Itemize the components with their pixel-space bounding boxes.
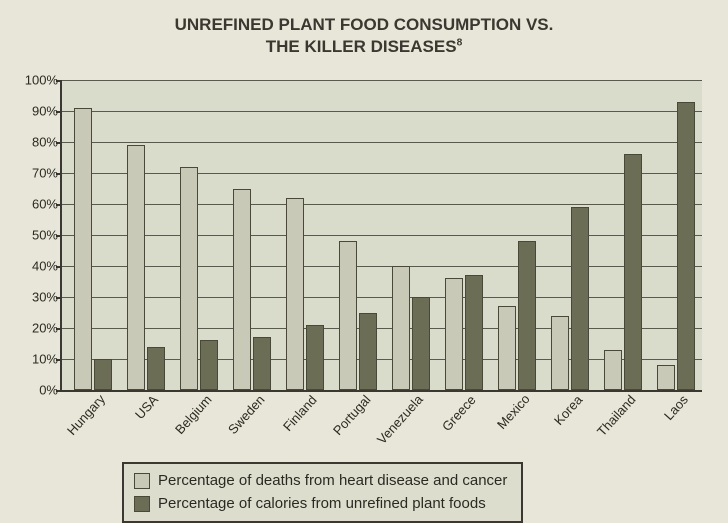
bar-group [180,167,218,390]
y-axis-label: 10% [32,352,62,367]
y-axis-label: 100% [25,73,62,88]
bar-deaths [286,198,304,390]
legend-item: Percentage of deaths from heart disease … [134,470,507,493]
bar-deaths [74,108,92,390]
legend-item: Percentage of calories from unrefined pl… [134,493,507,516]
bar-deaths [604,350,622,390]
y-axis-label: 80% [32,135,62,150]
chart-legend: Percentage of deaths from heart disease … [122,462,523,523]
title-footnote: 8 [457,37,463,48]
bar-group [445,275,483,390]
x-axis-label: Hungary [64,392,108,439]
legend-label: Percentage of deaths from heart disease … [158,470,507,493]
gridline [62,80,702,81]
y-axis-label: 70% [32,166,62,181]
legend-swatch [134,496,150,512]
gridline [62,111,702,112]
bar-deaths [392,266,410,390]
x-axis-label: Korea [551,392,585,428]
bar-calories [94,359,112,390]
y-axis-label: 60% [32,197,62,212]
bar-calories [412,297,430,390]
y-axis-label: 40% [32,259,62,274]
bar-calories [518,241,536,390]
bar-group [551,207,589,390]
x-axis-label: Belgium [172,392,215,437]
bar-calories [677,102,695,390]
bar-deaths [657,365,675,390]
bar-calories [147,347,165,390]
bar-calories [200,340,218,390]
bar-deaths [339,241,357,390]
legend-label: Percentage of calories from unrefined pl… [158,493,486,516]
x-axis-label: USA [132,392,161,422]
title-line2: THE KILLER DISEASES [266,37,457,56]
y-axis-label: 20% [32,321,62,336]
bar-deaths [233,189,251,391]
bar-group [286,198,324,390]
y-axis-label: 0% [39,383,62,398]
legend-swatch [134,473,150,489]
chart-plot-area: 0%10%20%30%40%50%60%70%80%90%100% [60,80,702,392]
bar-group [657,102,695,390]
x-axis-label: Finland [280,392,320,434]
chart-title: UNREFINED PLANT FOOD CONSUMPTION VS. THE… [0,0,728,64]
bar-calories [571,207,589,390]
x-axis-label: Greece [439,392,479,434]
x-axis-label: Portugal [330,392,374,438]
bar-calories [359,313,377,391]
bar-group [127,145,165,390]
x-axis-label: Venezuela [374,392,426,447]
bar-group [233,189,271,391]
bar-deaths [445,278,463,390]
bar-group [392,266,430,390]
bar-group [498,241,536,390]
x-axis-label: Thailand [594,392,639,439]
y-axis-label: 90% [32,104,62,119]
y-axis-label: 50% [32,228,62,243]
bar-deaths [180,167,198,390]
x-axis-label: Sweden [225,392,268,437]
gridline [62,142,702,143]
x-axis-label: Laos [661,392,691,423]
bar-group [74,108,112,390]
title-line1: UNREFINED PLANT FOOD CONSUMPTION VS. [175,15,554,34]
y-axis-label: 30% [32,290,62,305]
bar-group [604,154,642,390]
bar-calories [253,337,271,390]
bar-calories [465,275,483,390]
bar-deaths [127,145,145,390]
bar-calories [624,154,642,390]
bar-deaths [551,316,569,390]
bar-group [339,241,377,390]
bar-calories [306,325,324,390]
bar-deaths [498,306,516,390]
x-axis-label: Mexico [494,392,533,433]
